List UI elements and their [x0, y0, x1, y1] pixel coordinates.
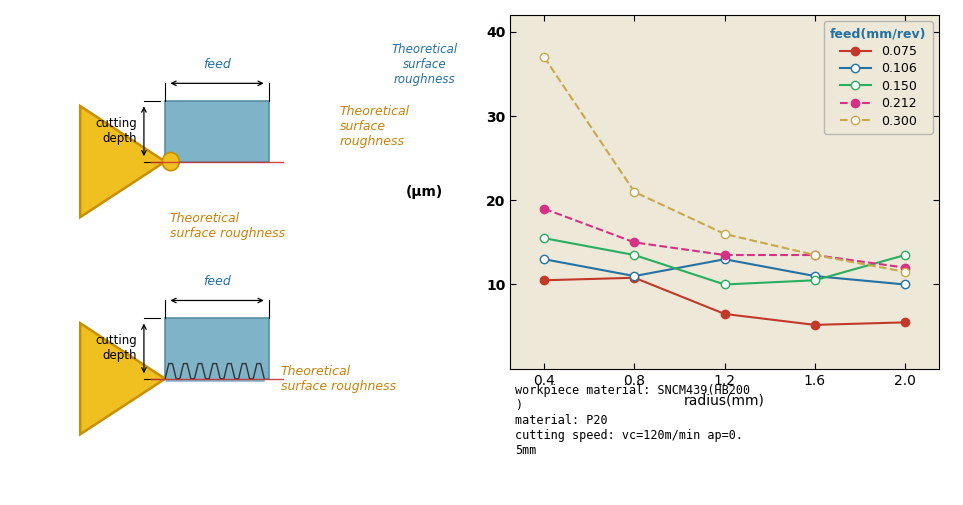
Polygon shape — [80, 323, 166, 434]
Text: feed: feed — [203, 58, 231, 71]
Text: workpiece material: SNCM439(HB200
)
material: P20
cutting speed: vc=120m/min ap=: workpiece material: SNCM439(HB200 ) mate… — [515, 384, 750, 457]
Polygon shape — [80, 106, 166, 217]
Text: Theoretical
surface roughness: Theoretical surface roughness — [281, 365, 396, 393]
Text: cutting
depth: cutting depth — [95, 334, 137, 363]
Bar — [166, 318, 269, 379]
Text: Theoretical
surface
roughness: Theoretical surface roughness — [340, 105, 410, 148]
Text: (μm): (μm) — [406, 185, 443, 199]
Text: feed: feed — [203, 275, 231, 288]
Text: Theoretical
surface roughness: Theoretical surface roughness — [169, 212, 285, 240]
Bar — [166, 101, 269, 162]
Text: Theoretical
surface
roughness: Theoretical surface roughness — [392, 43, 457, 86]
Text: cutting
depth: cutting depth — [95, 117, 137, 145]
Circle shape — [163, 153, 179, 171]
X-axis label: radius(mm): radius(mm) — [685, 393, 765, 407]
Legend: 0.075, 0.106, 0.150, 0.212, 0.300: 0.075, 0.106, 0.150, 0.212, 0.300 — [823, 21, 933, 134]
